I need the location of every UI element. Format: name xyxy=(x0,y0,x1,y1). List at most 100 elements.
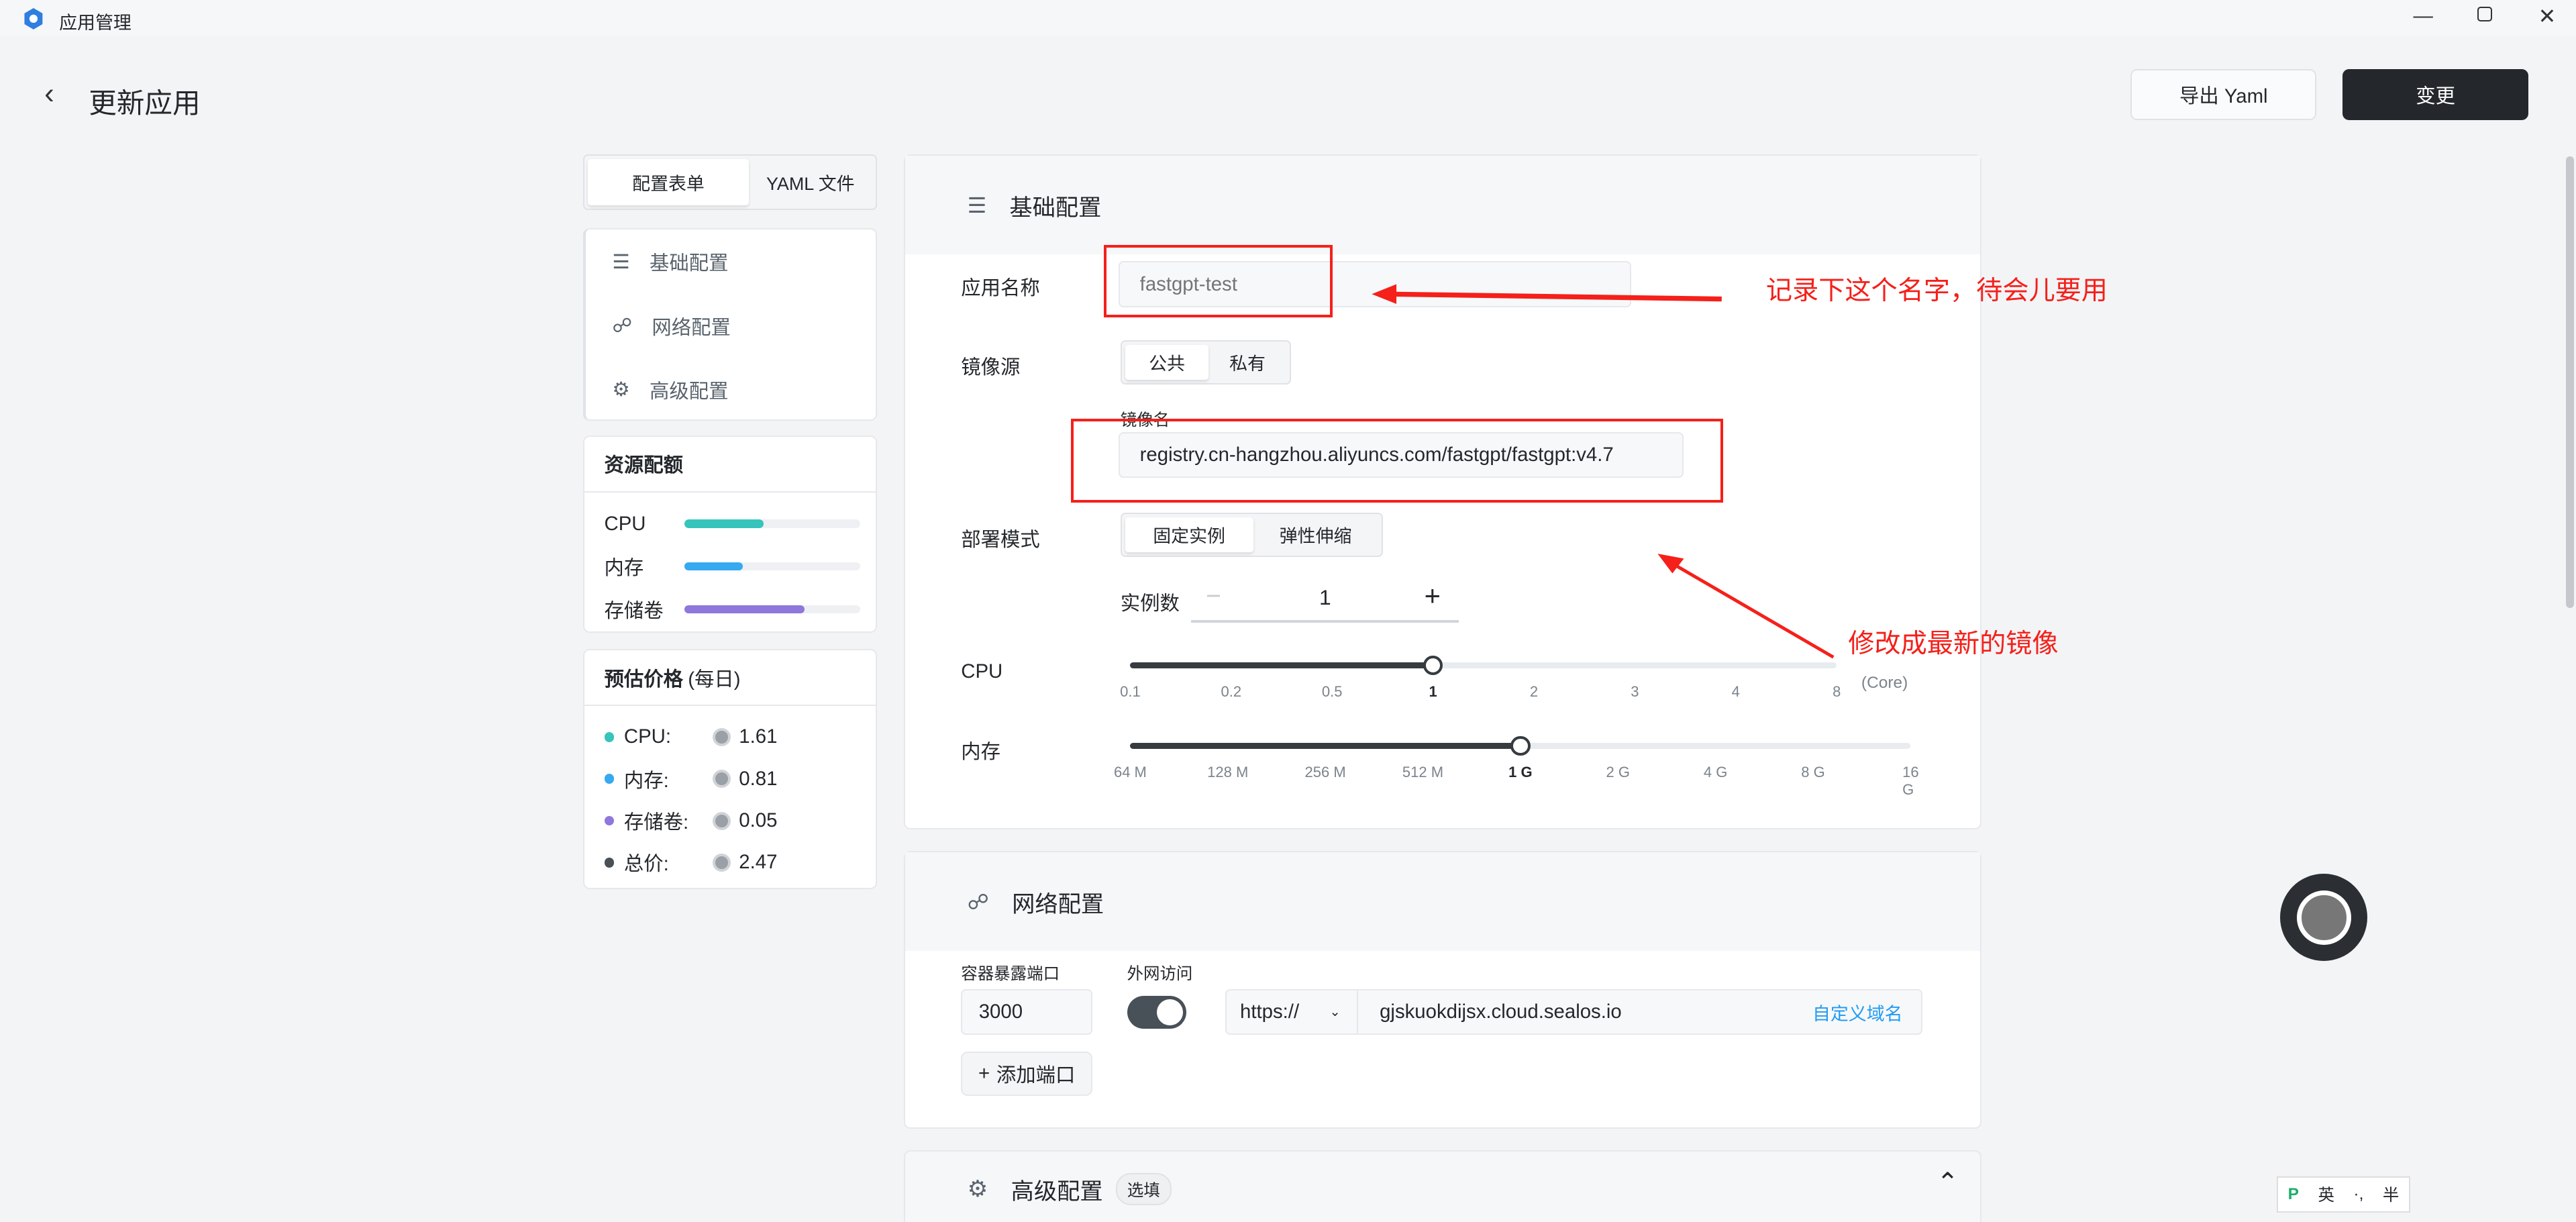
coin-icon xyxy=(713,770,731,788)
restore-icon[interactable] xyxy=(2477,6,2493,21)
price-card: 预估价格 (每日) CPU: 1.61 内存: 0.81 存储卷: 0.05 总价: 2.47 xyxy=(583,649,878,889)
section-title: 网络配置 xyxy=(1012,891,1104,917)
price-row: CPU: 1.61 xyxy=(584,716,876,758)
coin-icon xyxy=(713,854,731,872)
image-name-value: registry.cn-hangzhou.aliyuncs.com/fastgp… xyxy=(1139,444,1614,466)
app-name-input[interactable] xyxy=(1119,261,1632,307)
cpu-label: CPU xyxy=(961,660,1003,683)
deploy-mode-toggle: 固定实例 弹性伸缩 xyxy=(1120,512,1384,557)
slider-tick-label: 0.5 xyxy=(1321,683,1343,701)
resource-row: 内存 xyxy=(584,545,876,588)
export-yaml-button[interactable]: 导出 Yaml xyxy=(2130,68,2317,120)
legend-dot xyxy=(604,815,615,826)
legend-dot xyxy=(604,858,615,868)
apply-button[interactable]: 变更 xyxy=(2342,68,2528,120)
resource-quota-card: 资源配额 CPU 内存存储卷 xyxy=(583,435,878,633)
optional-badge: 选填 xyxy=(1116,1172,1172,1206)
resource-row: 存储卷 xyxy=(584,588,876,631)
chevron-up-icon[interactable]: ⌃ xyxy=(1937,1168,1959,1198)
nav-network[interactable]: ☍ 网络配置 xyxy=(612,315,731,339)
ime-width[interactable]: 半 xyxy=(2382,1186,2400,1205)
network-icon: ☍ xyxy=(612,315,633,338)
protocol-select[interactable]: https:// ⌄ xyxy=(1227,990,1359,1034)
legend-dot xyxy=(604,774,615,784)
slider-tick-label: 3 xyxy=(1631,683,1639,701)
price-label: CPU: xyxy=(623,725,672,748)
back-chevron-icon[interactable]: ‹ xyxy=(44,77,54,111)
price-label: 存储卷: xyxy=(623,811,689,834)
image-source-public[interactable]: 公共 xyxy=(1125,344,1209,380)
tab-yaml[interactable]: YAML 文件 xyxy=(766,174,855,195)
slider-tick-label: 128 M xyxy=(1207,764,1249,781)
deploy-mode-fixed[interactable]: 固定实例 xyxy=(1125,517,1253,553)
ime-lang[interactable]: 英 xyxy=(2318,1186,2334,1205)
slider-tick-label: 2 G xyxy=(1606,764,1631,781)
resource-bar xyxy=(684,562,861,571)
add-port-button[interactable]: + 添加端口 xyxy=(961,1051,1093,1096)
slider-tick-label: 8 G xyxy=(1801,764,1825,781)
memory-slider[interactable]: 64 M 128 M 256 M 512 M 1 G 2 G 4 G 8 G 16 G xyxy=(1114,735,1919,798)
annotation-box-name xyxy=(1104,244,1333,317)
image-source-label: 镜像源 xyxy=(961,356,1021,378)
image-name-input[interactable]: registry.cn-hangzhou.aliyuncs.com/fastgp… xyxy=(1119,431,1684,478)
port-input[interactable]: 3000 xyxy=(961,988,1093,1035)
memory-label: 内存 xyxy=(961,740,1000,763)
coin-icon xyxy=(713,727,731,746)
replicas-value[interactable]: 1 xyxy=(1319,584,1331,609)
nav-advanced[interactable]: ⚙ 高级配置 xyxy=(612,378,729,403)
slider-tick-label: 4 G xyxy=(1703,764,1728,781)
port-value: 3000 xyxy=(978,1001,1023,1023)
public-access-toggle[interactable] xyxy=(1127,995,1186,1029)
ime-punct[interactable]: ·, xyxy=(2353,1184,2364,1203)
slider-tick-label: 1 xyxy=(1429,683,1437,701)
resource-bar-fill xyxy=(684,605,805,613)
ime-toolbar[interactable]: P 英 ·, 半 xyxy=(2277,1176,2410,1213)
sealos-logo-icon xyxy=(24,8,43,30)
nav-basic[interactable]: ☰ 基础配置 xyxy=(612,250,729,275)
floating-assistant-button[interactable] xyxy=(2280,874,2367,962)
slider-fill xyxy=(1130,742,1521,750)
scrollbar[interactable] xyxy=(2566,156,2575,608)
protocol-value: https:// xyxy=(1240,1001,1300,1023)
price-value: 0.05 xyxy=(739,809,778,832)
replicas-stepper: − 1 + xyxy=(1191,578,1459,623)
deploy-mode-autoscale[interactable]: 弹性伸缩 xyxy=(1279,526,1352,547)
decrement-button[interactable]: − xyxy=(1206,581,1221,611)
slider-tick-label: 0.2 xyxy=(1221,683,1242,701)
price-value: 2.47 xyxy=(739,851,778,874)
image-source-private[interactable]: 私有 xyxy=(1229,354,1266,374)
image-source-toggle: 公共 私有 xyxy=(1120,340,1292,385)
price-title: 预估价格 xyxy=(604,668,683,691)
resource-title: 资源配额 xyxy=(584,437,876,493)
document-icon: ☰ xyxy=(967,193,987,217)
resource-label: 内存 xyxy=(604,557,644,580)
title-bar xyxy=(0,0,2576,36)
close-icon[interactable]: ✕ xyxy=(2538,3,2557,28)
custom-domain-link[interactable]: 自定义域名 xyxy=(1812,1003,1903,1024)
slider-tick-label: 2 xyxy=(1529,683,1539,701)
increment-button[interactable]: + xyxy=(1424,580,1441,612)
ime-logo-icon: P xyxy=(2287,1184,2299,1203)
price-row: 存储卷: 0.05 xyxy=(584,800,876,842)
resource-bar-fill xyxy=(684,519,764,528)
advanced-config-card[interactable]: ⚙ 高级配置 选填 ⌃ xyxy=(903,1150,1981,1222)
app-name-label: 应用名称 xyxy=(961,277,1040,300)
minimize-icon[interactable]: — xyxy=(2413,5,2433,28)
tab-form[interactable]: 配置表单 xyxy=(588,159,749,206)
coin-icon xyxy=(713,811,731,830)
legend-dot xyxy=(604,731,615,742)
slider-tick-label: 0.1 xyxy=(1120,683,1141,701)
resource-label: CPU xyxy=(604,512,646,535)
domain-group: https:// ⌄ gjskuokdijsx.cloud.sealos.io 自… xyxy=(1225,988,1922,1035)
cpu-slider[interactable]: 0.1 0.2 0.5 1 2 3 4 8 xyxy=(1120,655,1841,711)
section-nav: ☰ 基础配置 ☍ 网络配置 ⚙ 高级配置 xyxy=(583,228,878,421)
annotation-note-name: 记录下这个名字，待会儿要用 xyxy=(1765,276,2108,305)
slider-thumb[interactable] xyxy=(1510,735,1531,756)
document-icon: ☰ xyxy=(612,250,630,273)
slider-tick-label: 4 xyxy=(1731,683,1740,701)
gear-icon: ⚙ xyxy=(967,1176,988,1203)
slider-fill xyxy=(1130,662,1433,669)
price-value: 0.81 xyxy=(739,767,778,790)
slider-thumb[interactable] xyxy=(1423,655,1443,676)
